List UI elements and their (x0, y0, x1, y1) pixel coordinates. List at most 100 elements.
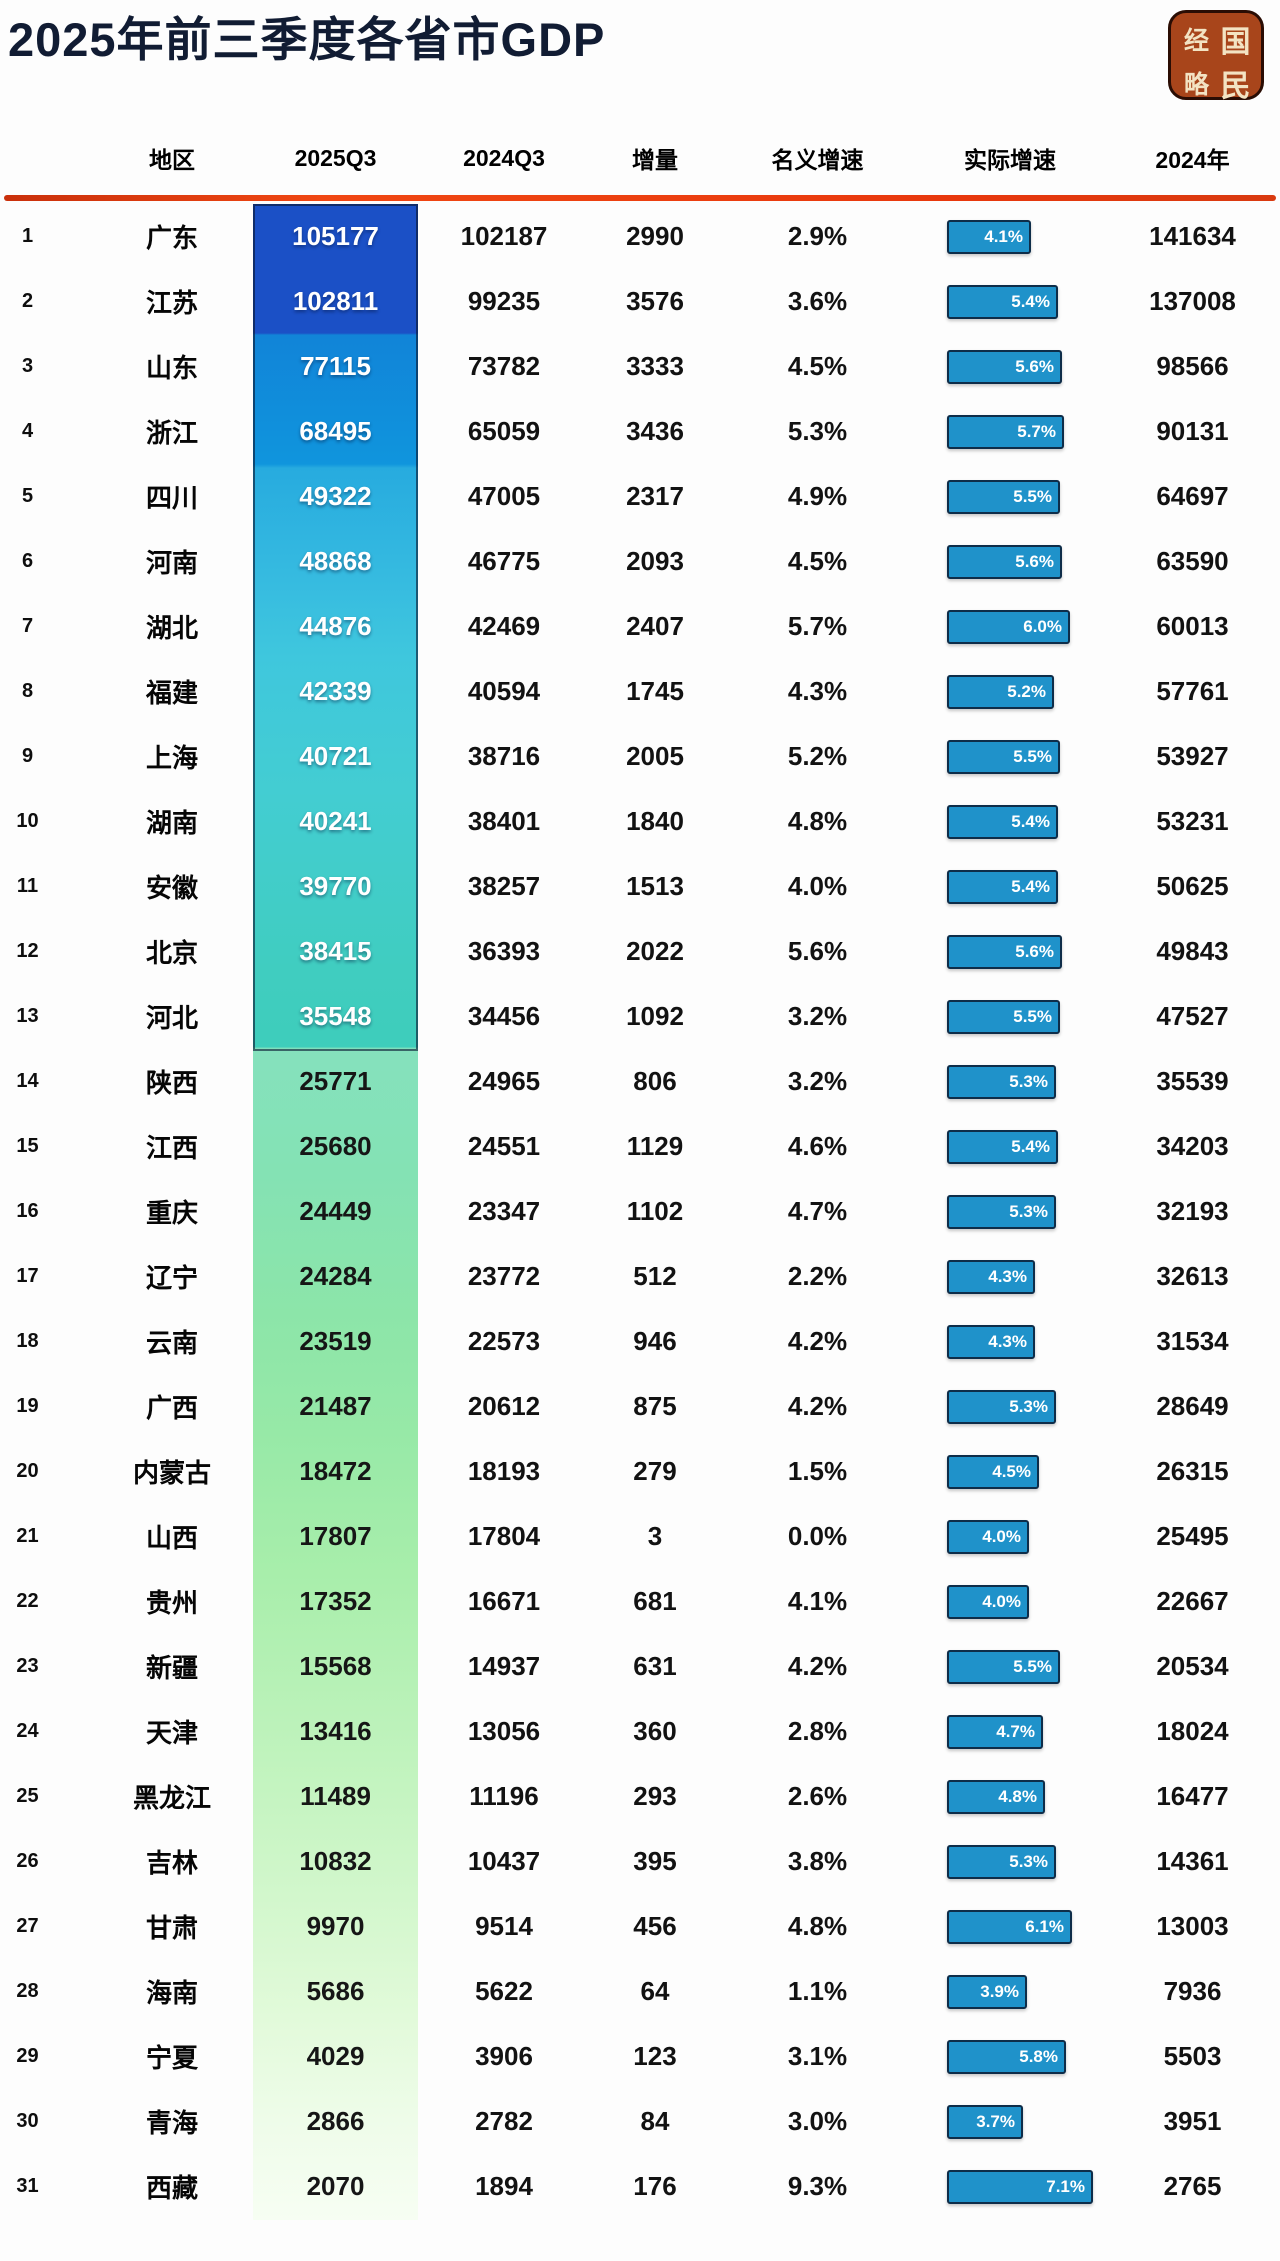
nominal-growth-cell: 5.6% (787, 936, 848, 966)
delta-cell: 360 (633, 1716, 677, 1746)
q3-2024-cell: 34456 (467, 1001, 541, 1031)
real-growth-cell: 6.0% (915, 609, 1105, 644)
q3-2025-cell: 18472 (299, 1456, 372, 1486)
real-growth-cell: 5.6% (915, 349, 1105, 384)
year-2024-cell: 98566 (1156, 351, 1229, 381)
year-2024-cell: 47527 (1156, 1001, 1229, 1031)
q3-2025-cell: 25771 (299, 1066, 372, 1096)
year-2024-cell: 22667 (1156, 1586, 1229, 1616)
delta-cell: 1513 (626, 871, 684, 901)
region-cell: 广西 (145, 1393, 198, 1423)
year-2024-cell: 32613 (1156, 1261, 1229, 1291)
delta-cell: 123 (633, 2041, 677, 2071)
real-growth-bar: 4.3% (947, 1259, 1035, 1294)
region-cell: 湖南 (145, 808, 198, 838)
real-growth-bar: 4.0% (947, 1584, 1029, 1619)
nominal-growth-cell: 4.8% (787, 806, 848, 836)
rank-cell: 12 (16, 940, 39, 962)
real-growth-bar: 3.7% (947, 2104, 1023, 2139)
stamp-char-lve: 略 (1183, 70, 1209, 99)
year-2024-cell: 64697 (1156, 481, 1229, 511)
region-cell: 上海 (145, 743, 198, 773)
q3-2025-cell: 13416 (299, 1716, 372, 1746)
real-growth-cell: 4.0% (915, 1584, 1105, 1619)
nominal-growth-cell: 4.2% (787, 1651, 848, 1681)
table-row: 7 湖北 44876 42469 2407 5.7% 6.0% 60013 (0, 594, 1280, 659)
q3-2025-cell: 11489 (300, 1781, 371, 1811)
q3-2025-cell: 102811 (292, 286, 379, 316)
real-growth-cell: 7.1% (915, 2169, 1105, 2204)
real-growth-bar: 5.3% (947, 1844, 1056, 1879)
table-row: 16 重庆 24449 23347 1102 4.7% 5.3% 32193 (0, 1179, 1280, 1244)
real-growth-bar: 5.7% (947, 414, 1064, 449)
region-cell: 黑龙江 (132, 1783, 211, 1813)
delta-cell: 512 (633, 1261, 677, 1291)
table-header-row: 地区 2025Q3 2024Q3 增量 名义增速 实际增速 2024年 (0, 128, 1280, 188)
year-2024-cell: 7936 (1163, 1976, 1222, 2006)
year-2024-cell: 5503 (1163, 2041, 1222, 2071)
real-growth-cell: 4.8% (915, 1779, 1105, 1814)
real-growth-bar: 4.8% (947, 1779, 1045, 1814)
real-growth-bar: 5.6% (947, 544, 1062, 579)
real-growth-bar: 4.1% (947, 219, 1031, 254)
table-row: 25 黑龙江 11489 11196 293 2.6% 4.8% 16477 (0, 1764, 1280, 1829)
rank-cell: 20 (16, 1460, 39, 1482)
year-2024-cell: 18024 (1156, 1716, 1229, 1746)
year-2024-cell: 141634 (1149, 221, 1236, 251)
year-2024-cell: 34203 (1156, 1131, 1229, 1161)
rank-cell: 30 (16, 2110, 39, 2132)
real-growth-bar: 5.8% (947, 2039, 1066, 2074)
rank-cell: 25 (16, 1785, 39, 1807)
rank-cell: 5 (21, 485, 34, 507)
real-growth-bar: 7.1% (947, 2169, 1093, 2204)
q3-2025-cell: 39770 (299, 871, 372, 901)
real-growth-bar: 5.5% (947, 479, 1060, 514)
header-divider-line (4, 195, 1276, 201)
delta-cell: 1129 (626, 1131, 684, 1161)
nominal-growth-cell: 4.2% (787, 1391, 848, 1421)
real-growth-cell: 3.7% (915, 2104, 1105, 2139)
region-cell: 江苏 (145, 288, 198, 318)
real-growth-bar: 5.6% (947, 934, 1062, 969)
table-row: 12 北京 38415 36393 2022 5.6% 5.6% 49843 (0, 919, 1280, 984)
real-growth-cell: 5.5% (915, 1649, 1105, 1684)
q3-2024-cell: 36393 (467, 936, 541, 966)
nominal-growth-cell: 9.3% (787, 2171, 848, 2201)
table-row: 31 西藏 2070 1894 176 9.3% 7.1% 2765 (0, 2154, 1280, 2219)
nominal-growth-cell: 4.8% (787, 1911, 848, 1941)
rank-cell: 21 (16, 1525, 39, 1547)
region-cell: 福建 (145, 678, 198, 708)
year-2024-cell: 35539 (1156, 1066, 1229, 1096)
nominal-growth-cell: 4.9% (787, 481, 848, 511)
rank-cell: 11 (16, 875, 39, 897)
region-cell: 广东 (145, 223, 198, 253)
delta-cell: 946 (633, 1326, 677, 1356)
real-growth-bar: 5.4% (947, 804, 1058, 839)
rank-cell: 16 (16, 1200, 39, 1222)
nominal-growth-cell: 3.2% (787, 1001, 848, 1031)
nominal-growth-cell: 1.1% (787, 1976, 848, 2006)
table-row: 8 福建 42339 40594 1745 4.3% 5.2% 57761 (0, 659, 1280, 724)
real-growth-bar: 6.0% (947, 609, 1070, 644)
rank-cell: 7 (21, 615, 34, 637)
real-growth-cell: 5.3% (915, 1389, 1105, 1424)
table-row: 13 河北 35548 34456 1092 3.2% 5.5% 47527 (0, 984, 1280, 1049)
table-row: 11 安徽 39770 38257 1513 4.0% 5.4% 50625 (0, 854, 1280, 919)
delta-cell: 1092 (626, 1001, 684, 1031)
table-row: 27 甘肃 9970 9514 456 4.8% 6.1% 13003 (0, 1894, 1280, 1959)
q3-2025-cell: 23519 (299, 1326, 372, 1356)
region-cell: 辽宁 (145, 1263, 198, 1293)
q3-2024-cell: 14937 (467, 1651, 541, 1681)
region-cell: 安徽 (145, 873, 198, 903)
nominal-growth-cell: 1.5% (787, 1456, 848, 1486)
year-2024-cell: 49843 (1156, 936, 1229, 966)
delta-cell: 2005 (626, 741, 684, 771)
q3-2024-cell: 102187 (460, 221, 548, 251)
region-cell: 云南 (145, 1328, 198, 1358)
real-growth-cell: 5.8% (915, 2039, 1105, 2074)
region-cell: 宁夏 (145, 2043, 198, 2073)
q3-2024-cell: 17804 (467, 1521, 541, 1551)
q3-2025-cell: 5686 (306, 1976, 365, 2006)
real-growth-cell: 4.1% (915, 219, 1105, 254)
